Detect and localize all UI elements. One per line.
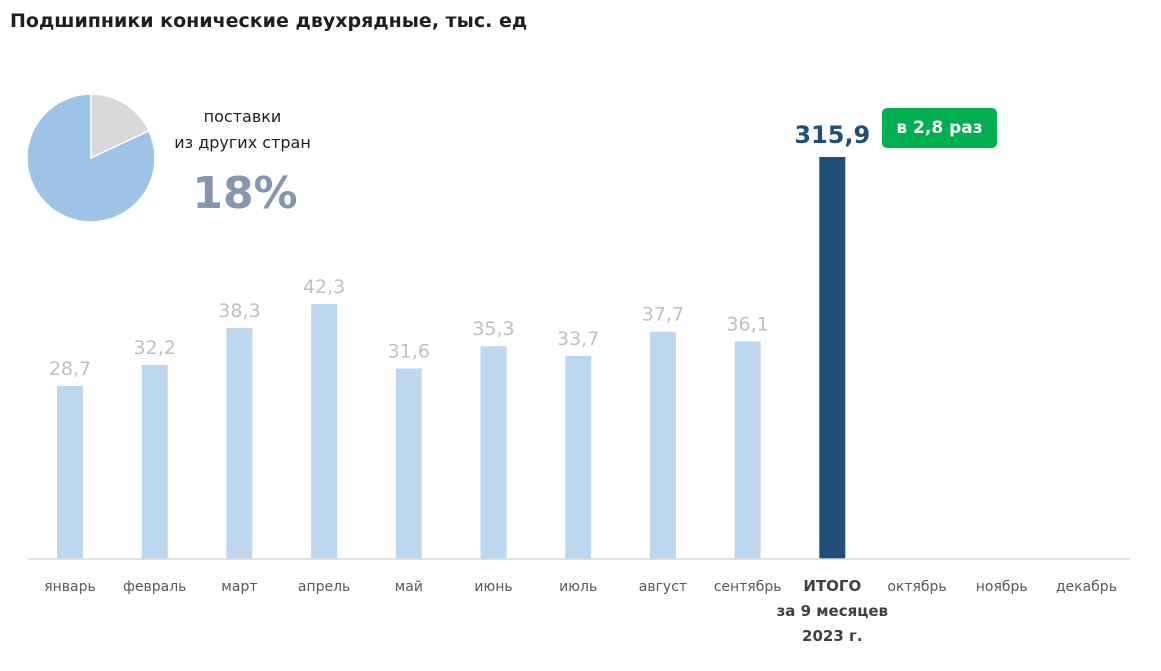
bar-value-label: 37,7 [642, 304, 684, 326]
pie-percent-label: 18% [192, 168, 298, 219]
category-label: июнь [474, 579, 512, 595]
total-bar [819, 157, 846, 559]
category-label: январь [44, 579, 96, 595]
bar-value-label: 33,7 [557, 328, 599, 350]
category-label: август [639, 579, 687, 595]
category-label: февраль [123, 579, 187, 595]
category-label: июль [559, 579, 597, 595]
bar [57, 385, 83, 559]
pie-caption: поставки из других стран [174, 107, 311, 152]
bar [226, 328, 253, 559]
bar [649, 331, 676, 559]
bar-value-label: 42,3 [303, 276, 345, 298]
bar [141, 364, 168, 559]
category-label: ноябрь [976, 579, 1028, 595]
category-label: сентябрь [714, 579, 782, 595]
growth-badge: в 2,8 раз [882, 108, 997, 148]
total-value-label: 315,9 [794, 121, 870, 149]
category-label: май [395, 579, 423, 595]
total-category-label: ИТОГО за 9 месяцев 2023 г. [777, 577, 888, 645]
category-label: апрель [298, 579, 350, 595]
pie-slice [26, 93, 156, 223]
bar [734, 341, 761, 559]
category-label: декабрь [1056, 579, 1117, 595]
bar [311, 304, 338, 559]
category-label: март [221, 579, 257, 595]
bar-value-label: 38,3 [218, 300, 260, 322]
bar-value-label: 36,1 [726, 313, 768, 335]
bar-value-label: 31,6 [388, 341, 430, 363]
category-label: октябрь [887, 579, 946, 595]
bar-value-label: 28,7 [49, 358, 91, 380]
bar [565, 355, 592, 559]
bar-value-label: 35,3 [472, 318, 514, 340]
bar [395, 368, 422, 559]
bar [480, 346, 507, 559]
bar-value-label: 32,2 [134, 337, 176, 359]
chart-title: Подшипники конические двухрядные, тыс. е… [10, 10, 528, 32]
pie-slice [90, 93, 150, 160]
pie-chart [26, 93, 156, 223]
